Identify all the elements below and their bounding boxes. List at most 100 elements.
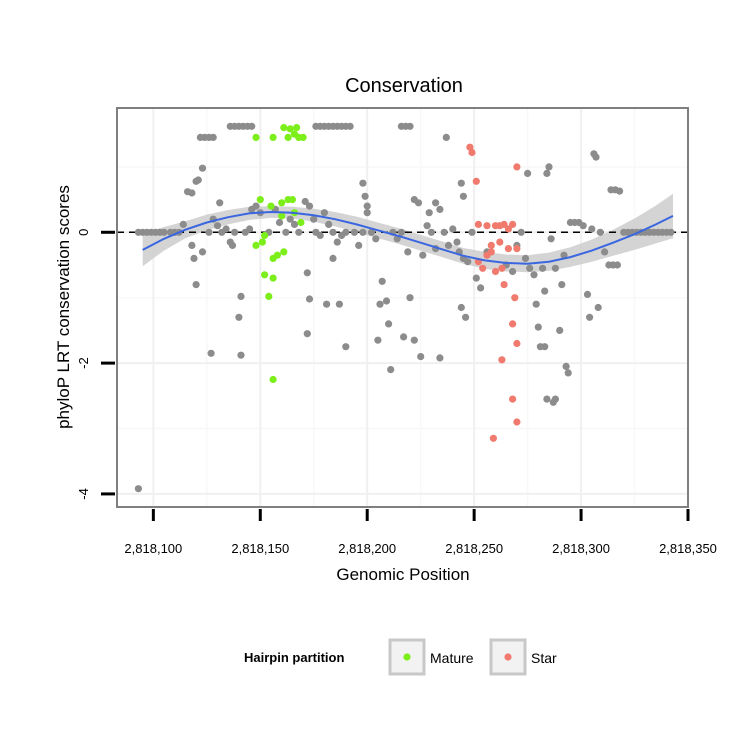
point-other xyxy=(374,336,382,344)
point-other xyxy=(586,313,594,321)
point-other xyxy=(295,228,303,236)
point-other xyxy=(406,294,414,302)
point-other xyxy=(237,351,245,359)
point-other xyxy=(329,228,337,236)
point-other xyxy=(190,254,198,262)
y-tick-label: 0 xyxy=(76,229,91,236)
point-other xyxy=(382,297,391,305)
x-tick-label: 2,818,100 xyxy=(124,541,182,556)
point-other xyxy=(543,395,551,403)
point-other xyxy=(539,264,547,272)
point-other xyxy=(188,241,196,249)
point-other xyxy=(207,349,215,357)
point-other xyxy=(457,303,465,312)
point-other xyxy=(160,228,168,236)
point-other xyxy=(404,248,412,256)
point-other xyxy=(534,323,542,331)
point-mature xyxy=(273,251,281,259)
point-other xyxy=(179,220,187,228)
point-other xyxy=(667,228,675,236)
point-other xyxy=(248,122,256,130)
point-other xyxy=(194,176,202,184)
point-other xyxy=(588,225,596,233)
point-mature xyxy=(269,133,277,141)
point-other xyxy=(385,320,393,328)
point-other xyxy=(547,235,555,243)
point-other xyxy=(477,284,485,292)
point-star xyxy=(498,356,506,364)
point-other xyxy=(583,290,592,298)
point-mature xyxy=(284,133,292,141)
point-other xyxy=(237,292,245,300)
point-star xyxy=(513,339,521,348)
point-mature xyxy=(293,124,301,132)
point-other xyxy=(363,202,371,210)
point-star xyxy=(498,264,506,272)
plot-border xyxy=(116,107,689,508)
point-star xyxy=(511,294,519,302)
point-mature xyxy=(256,196,264,204)
point-other xyxy=(303,269,311,277)
point-other xyxy=(459,192,467,200)
point-other xyxy=(235,313,243,321)
point-other xyxy=(350,228,358,236)
point-other xyxy=(316,231,324,240)
y-axis: 0 -2 -4 xyxy=(76,229,115,500)
points-layer xyxy=(134,122,675,493)
point-other xyxy=(252,202,260,210)
point-mature xyxy=(278,199,286,207)
point-other xyxy=(282,228,290,236)
point-star xyxy=(483,222,491,230)
smooth-line-layer xyxy=(142,210,674,265)
plot-background xyxy=(117,108,688,507)
point-mature xyxy=(278,212,286,220)
point-other xyxy=(616,187,624,195)
point-other xyxy=(329,254,337,262)
y-tick-label: -4 xyxy=(76,488,91,500)
point-other xyxy=(359,179,367,187)
point-other xyxy=(355,241,363,249)
point-other xyxy=(363,209,371,217)
point-other xyxy=(532,300,540,308)
point-star xyxy=(508,320,517,328)
point-other xyxy=(406,122,414,130)
point-star xyxy=(504,245,512,253)
grid xyxy=(117,108,688,507)
point-other xyxy=(305,295,314,303)
point-other xyxy=(335,300,343,308)
legend-label-mature: Mature xyxy=(430,650,474,666)
x-tick-label: 2,818,200 xyxy=(338,541,396,556)
point-other xyxy=(541,287,549,295)
point-other xyxy=(192,281,200,289)
point-star xyxy=(487,241,495,249)
point-mature xyxy=(280,124,288,132)
point-other xyxy=(417,353,425,361)
point-mature xyxy=(252,241,260,249)
point-star xyxy=(504,225,512,233)
point-mature xyxy=(269,375,277,384)
point-other xyxy=(551,395,560,403)
point-other xyxy=(543,169,551,177)
point-other xyxy=(526,264,534,272)
point-other xyxy=(508,267,517,276)
x-tick-label: 2,818,300 xyxy=(552,541,610,556)
point-mature xyxy=(258,238,266,246)
point-other xyxy=(387,366,395,374)
point-mature xyxy=(288,196,296,204)
point-mature xyxy=(265,292,273,300)
point-other xyxy=(594,303,602,312)
x-tick-label: 2,818,150 xyxy=(231,541,289,556)
point-other xyxy=(432,199,440,207)
point-other xyxy=(530,271,538,279)
point-star xyxy=(500,281,508,289)
point-mature xyxy=(299,133,307,141)
point-mature xyxy=(267,202,275,210)
x-tick-label: 2,818,350 xyxy=(659,541,717,556)
point-star xyxy=(468,148,476,157)
point-other xyxy=(359,228,367,236)
point-other xyxy=(551,264,560,272)
point-other xyxy=(521,254,530,262)
point-other xyxy=(290,220,299,228)
point-other xyxy=(524,169,532,177)
